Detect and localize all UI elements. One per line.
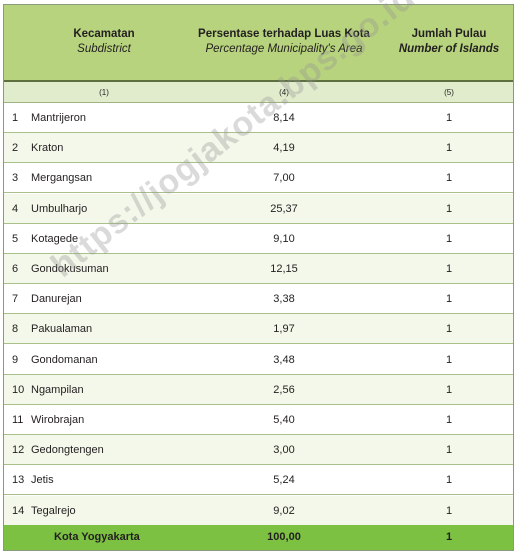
table-row: 3 Mergangsan 7,00 1	[4, 163, 513, 194]
row-number: 11	[12, 414, 24, 426]
percentage-value: 9,10	[273, 232, 295, 245]
islands-value: 1	[445, 444, 453, 457]
row-number: 1	[12, 112, 19, 124]
islands-value: 1	[445, 383, 453, 396]
row-number: 9	[12, 353, 19, 366]
subdistrict-name: Kotagede	[31, 232, 79, 245]
table-row: 11 Wirobrajan 5,40 1	[4, 405, 513, 435]
subdistrict-name: Mergangsan	[31, 172, 93, 185]
header-subdistrict: Kecamatan Subdistrict	[24, 27, 184, 57]
subdistrict-name: Jetis	[31, 474, 54, 487]
subdistrict-name: Mantrijeron	[31, 112, 87, 124]
row-number: 5	[12, 232, 19, 245]
islands-value: 1	[445, 232, 453, 245]
header-subdistrict-id: Kecamatan	[73, 28, 135, 40]
header-percentage: Persentase terhadap Luas Kota Percentage…	[194, 27, 374, 57]
percentage-value: 5,24	[273, 474, 295, 487]
table-header: Kecamatan Subdistrict Persentase terhada…	[4, 5, 513, 82]
table-row: 13 Jetis 5,24 1	[4, 465, 513, 496]
row-number: 13	[12, 474, 25, 487]
islands-value: 1	[445, 504, 453, 517]
statistics-table: Kecamatan Subdistrict Persentase terhada…	[3, 0, 514, 551]
islands-value: 1	[445, 202, 453, 215]
percentage-value: 25,37	[270, 202, 298, 215]
table-row: 14 Tegalrejo 9,02 1	[4, 495, 513, 526]
islands-value: 1	[445, 293, 453, 306]
table-row: 4 Umbulharjo 25,37 1	[4, 193, 513, 224]
row-number: 8	[12, 323, 19, 336]
table-row: 7 Danurejan 3,38 1	[4, 284, 513, 315]
total-row: Kota Yogyakarta 100,00 1	[4, 525, 513, 550]
row-number: 2	[12, 142, 19, 155]
subdistrict-name: Gondomanan	[31, 353, 98, 366]
islands-value: 1	[445, 474, 453, 487]
islands-value: 1	[445, 172, 453, 185]
percentage-value: 7,00	[273, 172, 295, 185]
total-percentage: 100,00	[267, 531, 301, 543]
subdistrict-name: Tegalrejo	[31, 504, 76, 517]
percentage-value: 3,38	[273, 293, 295, 306]
subdistrict-name: Ngampilan	[31, 383, 84, 396]
header-islands-en: Number of Islands	[398, 43, 500, 55]
subdistrict-name: Gedongtengen	[31, 444, 104, 457]
header-percentage-id: Persentase terhadap Luas Kota	[198, 28, 370, 40]
row-number: 4	[12, 202, 19, 215]
percentage-value: 5,40	[273, 414, 295, 426]
table-row: 1 Mantrijeron 8,14 1	[4, 103, 513, 133]
islands-value: 1	[445, 353, 453, 366]
row-number: 7	[12, 293, 19, 306]
subdistrict-name: Kraton	[31, 142, 64, 155]
percentage-value: 4,19	[273, 142, 295, 155]
header-islands: Jumlah Pulau Number of Islands	[389, 27, 509, 57]
row-number: 10	[12, 383, 25, 396]
subdistrict-name: Umbulharjo	[31, 202, 88, 215]
header-percentage-en: Percentage Municipality's Area	[205, 43, 363, 55]
row-number: 3	[12, 172, 19, 185]
subdistrict-name: Gondokusuman	[31, 263, 109, 275]
table-row: 5 Kotagede 9,10 1	[4, 223, 513, 254]
percentage-value: 3,00	[273, 444, 295, 457]
row-number: 14	[12, 504, 25, 517]
column-number: (1)	[99, 88, 109, 97]
column-number-row: (1) (4) (5)	[4, 82, 513, 103]
percentage-value: 8,14	[273, 112, 295, 124]
column-number: (4)	[279, 88, 289, 97]
islands-value: 1	[445, 142, 453, 155]
table-row: 10 Ngampilan 2,56 1	[4, 374, 513, 405]
table-row: 12 Gedongtengen 3,00 1	[4, 435, 513, 466]
row-number: 12	[12, 444, 25, 457]
islands-value: 1	[445, 263, 453, 275]
subdistrict-name: Wirobrajan	[31, 414, 85, 426]
percentage-value: 1,97	[273, 323, 295, 336]
total-label: Kota Yogyakarta	[54, 531, 140, 543]
column-number: (5)	[444, 88, 454, 97]
subdistrict-name: Danurejan	[31, 293, 82, 306]
total-islands: 1	[445, 531, 453, 543]
row-number: 6	[12, 263, 19, 275]
table-row: 9 Gondomanan 3,48 1	[4, 344, 513, 375]
islands-value: 1	[445, 414, 453, 426]
table-row: 2 Kraton 4,19 1	[4, 133, 513, 164]
header-subdistrict-en: Subdistrict	[77, 43, 131, 55]
table-row: 8 Pakualaman 1,97 1	[4, 314, 513, 345]
islands-value: 1	[445, 112, 453, 124]
header-islands-id: Jumlah Pulau	[411, 28, 487, 40]
subdistrict-name: Pakualaman	[31, 323, 93, 336]
percentage-value: 2,56	[273, 383, 295, 396]
table-row: 6 Gondokusuman 12,15 1	[4, 254, 513, 284]
percentage-value: 3,48	[273, 353, 295, 366]
percentage-value: 9,02	[273, 504, 295, 517]
percentage-value: 12,15	[270, 263, 298, 275]
islands-value: 1	[445, 323, 453, 336]
